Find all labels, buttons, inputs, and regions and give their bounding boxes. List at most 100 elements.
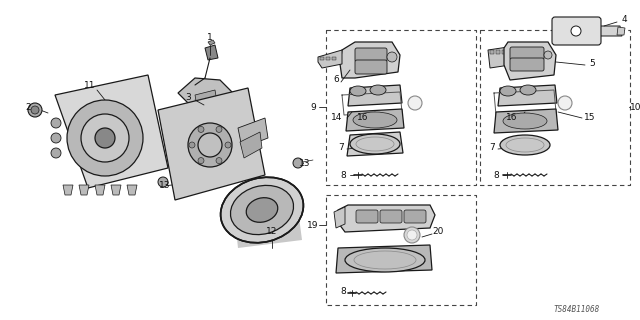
Text: 5: 5	[589, 59, 595, 68]
Polygon shape	[490, 50, 494, 54]
Text: 14: 14	[332, 114, 342, 123]
Circle shape	[28, 103, 42, 117]
Text: 1: 1	[207, 34, 213, 43]
Polygon shape	[348, 85, 402, 106]
FancyBboxPatch shape	[380, 210, 402, 223]
Polygon shape	[232, 186, 302, 248]
Circle shape	[158, 177, 168, 187]
Polygon shape	[617, 27, 625, 35]
Circle shape	[189, 142, 195, 148]
Ellipse shape	[370, 85, 386, 95]
Ellipse shape	[500, 135, 550, 155]
Text: 8: 8	[340, 287, 346, 297]
Polygon shape	[336, 245, 432, 273]
Circle shape	[558, 96, 572, 110]
Circle shape	[31, 106, 39, 114]
Polygon shape	[347, 132, 403, 156]
Circle shape	[387, 52, 397, 62]
Polygon shape	[205, 45, 218, 60]
Ellipse shape	[500, 86, 516, 96]
Polygon shape	[336, 205, 435, 232]
Circle shape	[51, 133, 61, 143]
Polygon shape	[502, 50, 506, 54]
Polygon shape	[318, 50, 342, 68]
Ellipse shape	[246, 198, 278, 222]
Text: 16: 16	[357, 114, 369, 123]
Text: 13: 13	[159, 180, 171, 189]
Circle shape	[198, 126, 204, 132]
Text: 13: 13	[300, 158, 311, 167]
Text: 6: 6	[333, 75, 339, 84]
Polygon shape	[598, 26, 622, 36]
Polygon shape	[158, 88, 265, 200]
Text: 7: 7	[489, 143, 495, 153]
Polygon shape	[63, 185, 73, 195]
Polygon shape	[334, 207, 345, 228]
Ellipse shape	[350, 134, 400, 154]
Ellipse shape	[353, 112, 397, 128]
FancyBboxPatch shape	[355, 60, 387, 74]
Text: 4: 4	[621, 14, 627, 23]
Text: 20: 20	[432, 228, 444, 236]
Polygon shape	[127, 185, 137, 195]
Circle shape	[51, 148, 61, 158]
Circle shape	[225, 142, 231, 148]
Polygon shape	[332, 57, 336, 60]
Polygon shape	[238, 118, 268, 148]
Circle shape	[408, 96, 422, 110]
Circle shape	[407, 230, 417, 240]
Polygon shape	[326, 57, 330, 60]
Text: 19: 19	[307, 220, 319, 229]
Polygon shape	[498, 85, 557, 106]
Circle shape	[404, 227, 420, 243]
Polygon shape	[111, 185, 121, 195]
Circle shape	[95, 128, 115, 148]
Ellipse shape	[350, 86, 366, 96]
Text: 3: 3	[185, 92, 191, 101]
Circle shape	[544, 51, 552, 59]
Text: 12: 12	[266, 228, 278, 236]
Circle shape	[51, 118, 61, 128]
Text: 16: 16	[506, 114, 518, 123]
Circle shape	[293, 158, 303, 168]
Polygon shape	[346, 109, 404, 131]
Circle shape	[198, 133, 222, 157]
FancyBboxPatch shape	[510, 58, 544, 71]
Circle shape	[571, 26, 581, 36]
Circle shape	[67, 100, 143, 176]
Polygon shape	[240, 132, 262, 158]
Circle shape	[188, 123, 232, 167]
FancyBboxPatch shape	[356, 210, 378, 223]
Polygon shape	[195, 90, 218, 112]
Ellipse shape	[520, 85, 536, 95]
Circle shape	[81, 114, 129, 162]
Text: 8: 8	[340, 171, 346, 180]
Polygon shape	[79, 185, 89, 195]
Polygon shape	[320, 57, 324, 60]
FancyBboxPatch shape	[552, 17, 601, 45]
Ellipse shape	[221, 177, 303, 243]
Text: 7: 7	[338, 143, 344, 153]
Text: TS84B11068: TS84B11068	[554, 306, 600, 315]
Ellipse shape	[503, 113, 547, 129]
Circle shape	[198, 157, 204, 164]
FancyBboxPatch shape	[404, 210, 426, 223]
Text: 11: 11	[84, 81, 96, 90]
Polygon shape	[340, 42, 400, 78]
Text: 15: 15	[584, 114, 596, 123]
Ellipse shape	[345, 248, 425, 272]
Polygon shape	[555, 20, 598, 42]
Text: 8: 8	[493, 171, 499, 180]
Polygon shape	[208, 40, 215, 45]
Text: 2: 2	[25, 103, 31, 113]
Polygon shape	[504, 42, 556, 80]
Circle shape	[216, 126, 222, 132]
Text: 9: 9	[310, 102, 316, 111]
Polygon shape	[95, 185, 105, 195]
Text: 10: 10	[630, 102, 640, 111]
Ellipse shape	[230, 185, 294, 235]
Polygon shape	[488, 47, 510, 68]
Polygon shape	[178, 78, 235, 115]
Polygon shape	[55, 75, 168, 188]
Circle shape	[216, 157, 222, 164]
